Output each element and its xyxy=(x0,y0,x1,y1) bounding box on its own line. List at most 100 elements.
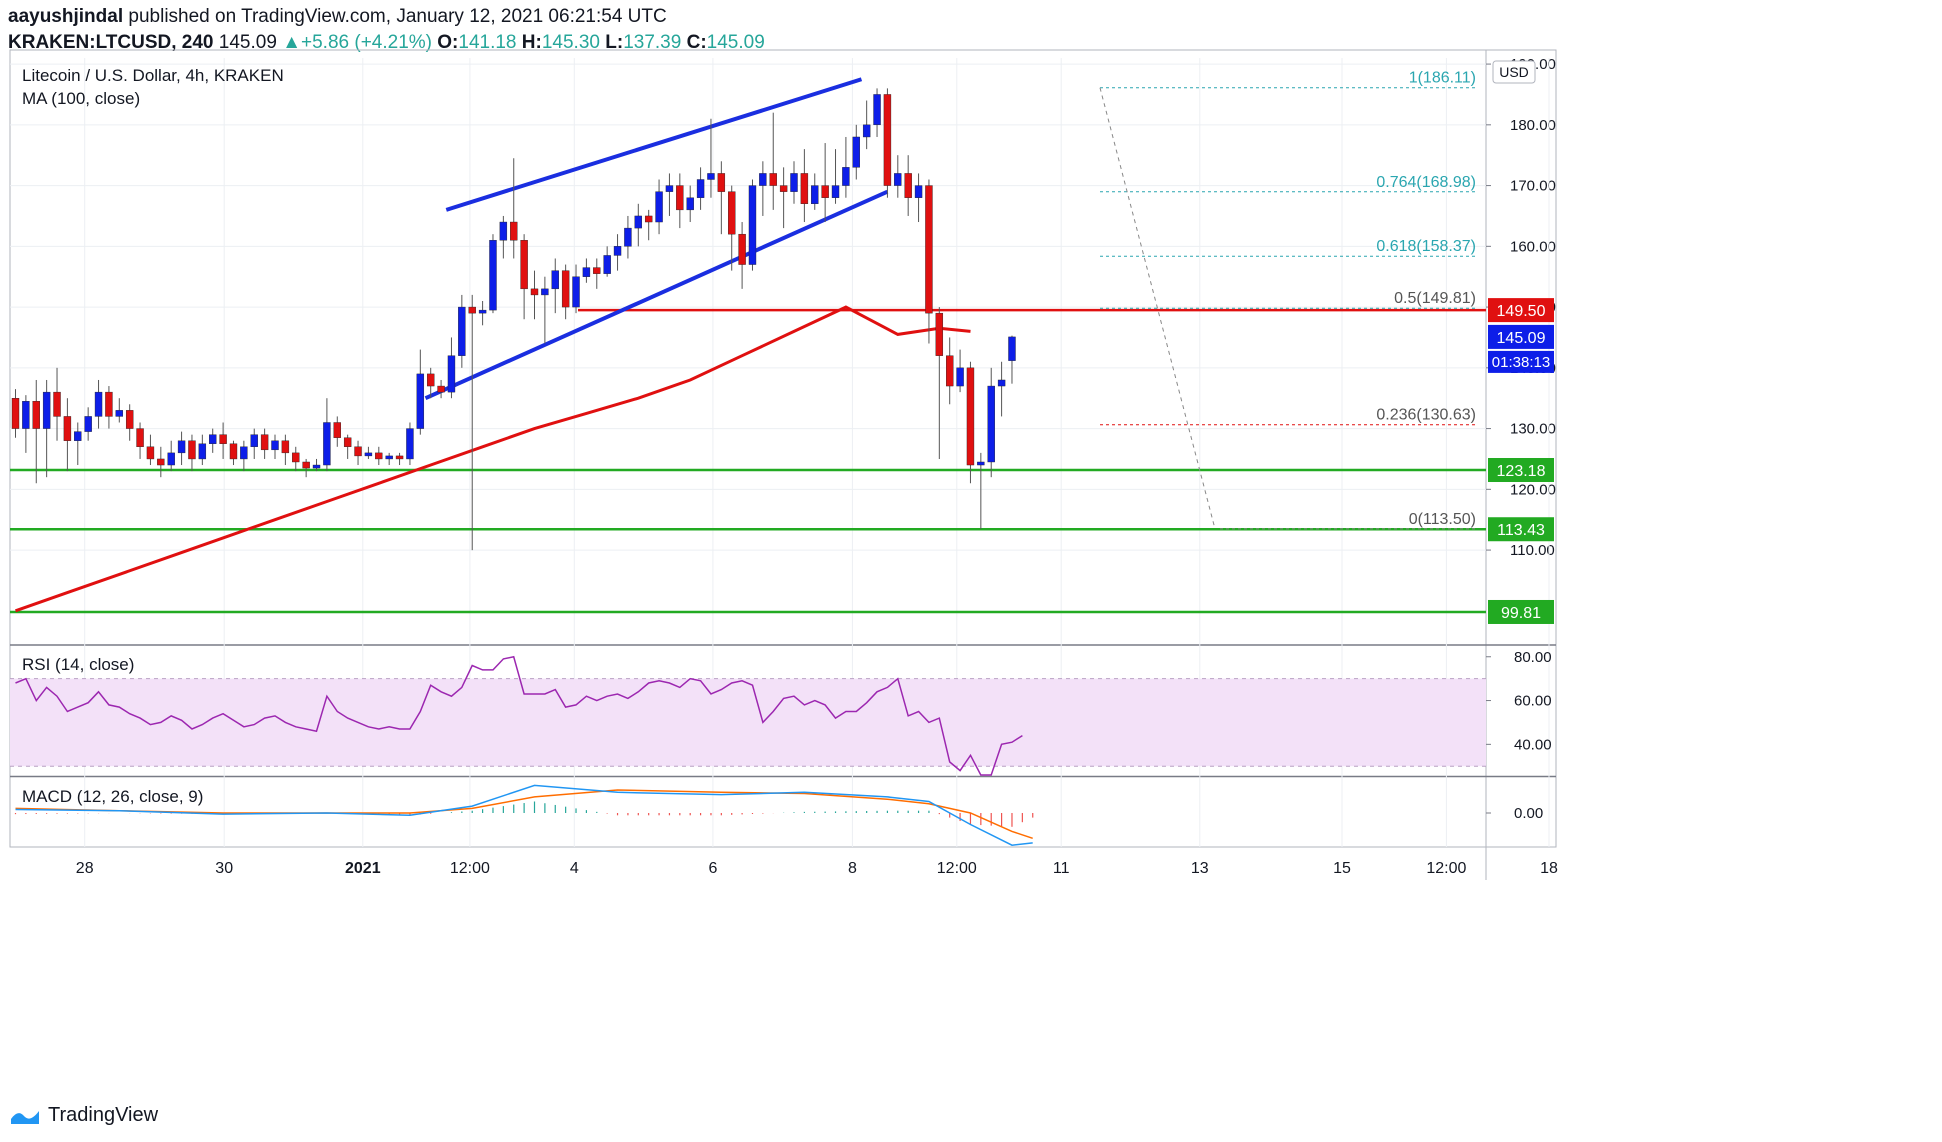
close-label: C: xyxy=(686,32,707,53)
candle-body xyxy=(260,434,269,451)
price-chart[interactable]: 190.00180.00170.00160.00150.00140.00130.… xyxy=(0,0,1942,1100)
x-tick-label: 12:00 xyxy=(450,860,490,877)
candle-body xyxy=(831,185,840,198)
candle-body xyxy=(520,240,528,290)
symbol-label: KRAKEN:LTCUSD, 240 xyxy=(8,32,214,53)
candle-body xyxy=(458,306,466,356)
x-tick-label: 28 xyxy=(76,860,94,877)
candle-body xyxy=(717,173,726,192)
countdown-label: 01:38:13 xyxy=(1492,354,1550,371)
candle-body xyxy=(530,288,539,296)
candle-body xyxy=(946,355,954,387)
candle-body xyxy=(323,422,331,466)
x-tick-label: 11 xyxy=(1053,860,1070,877)
rsi-tick-label: 60.00 xyxy=(1514,693,1552,710)
support-price-label: 99.81 xyxy=(1501,605,1541,622)
candle-body xyxy=(852,136,860,168)
candle-body xyxy=(136,428,144,448)
candle-body xyxy=(759,173,767,186)
support-price-tag xyxy=(1488,517,1554,542)
open-value: 141.18 xyxy=(458,32,517,53)
fib-level-label: 0.618(158.37) xyxy=(1376,238,1476,255)
candle-body xyxy=(499,221,508,241)
ohlc-line: KRAKEN:LTCUSD, 240 145.09 ▲+5.86 (+4.21%… xyxy=(8,32,765,54)
candle-body xyxy=(105,391,113,417)
high-label: H: xyxy=(521,32,542,53)
candle-body xyxy=(489,240,497,311)
candle-body xyxy=(707,173,715,180)
candle-body xyxy=(1008,336,1016,361)
publisher-name: aayushjindal xyxy=(8,6,124,27)
y-tick-label: 180.00 xyxy=(1510,117,1556,134)
candle-body xyxy=(146,446,155,460)
y-tick-label: 160.00 xyxy=(1510,238,1556,255)
fib-level-label: 0.5(149.81) xyxy=(1394,290,1476,307)
candle-body xyxy=(655,191,663,223)
candle-body xyxy=(74,431,82,441)
open-label: O: xyxy=(437,32,459,53)
candle-body xyxy=(935,312,944,356)
support-price-label: 113.43 xyxy=(1497,522,1545,539)
candle-body xyxy=(593,267,601,274)
ma-legend: MA (100, close) xyxy=(22,89,140,108)
candle-body xyxy=(427,373,435,387)
channel-lower-line xyxy=(424,189,889,401)
x-tick-label: 6 xyxy=(708,860,717,877)
candle-body xyxy=(800,173,809,205)
x-tick-label: 4 xyxy=(570,860,579,877)
candle-body xyxy=(686,197,694,211)
last-price-tag xyxy=(1488,324,1554,349)
channel-upper-line xyxy=(445,77,863,212)
candle-body xyxy=(302,461,310,469)
candle-body xyxy=(665,185,674,192)
candle-body xyxy=(842,167,850,186)
candle-body xyxy=(779,185,788,192)
y-tick-label: 170.00 xyxy=(1510,178,1556,195)
candle-body xyxy=(53,391,61,417)
candle-body xyxy=(447,355,456,393)
candle-body xyxy=(354,446,362,457)
candle-body xyxy=(209,434,217,444)
countdown-tag xyxy=(1488,350,1554,373)
candle-body xyxy=(115,410,124,417)
candle-body xyxy=(997,379,1006,387)
candle-body xyxy=(188,440,196,460)
rsi-tick-label: 80.00 xyxy=(1514,649,1552,666)
candle-body xyxy=(437,385,445,393)
price-change: +5.86 (+4.21%) xyxy=(301,32,432,53)
currency-label: USD xyxy=(1499,64,1529,80)
candle-body xyxy=(157,458,165,466)
candle-body xyxy=(811,185,819,204)
y-tick-label: 130.00 xyxy=(1510,421,1556,438)
candle-body xyxy=(624,227,632,247)
x-tick-label: 18 xyxy=(1540,860,1558,877)
macd-tick-label: 0.00 xyxy=(1514,805,1543,822)
resistance-price-tag xyxy=(1488,298,1554,323)
fib-trend-line xyxy=(1099,87,1216,529)
x-tick-label: 13 xyxy=(1191,860,1209,877)
rsi-band xyxy=(10,678,1486,767)
candle-body xyxy=(240,446,248,460)
x-tick-label: 12:00 xyxy=(1426,860,1466,877)
candle-body xyxy=(32,401,40,429)
candle-body xyxy=(873,94,881,126)
candle-body xyxy=(790,173,798,192)
candle-body xyxy=(11,398,20,429)
support-price-tag xyxy=(1488,458,1554,483)
candle-body xyxy=(42,391,51,429)
last-price: 145.09 xyxy=(218,32,277,53)
candle-body xyxy=(478,309,487,314)
candle-body xyxy=(510,221,518,241)
candle-body xyxy=(644,215,653,223)
candle-body xyxy=(987,385,995,463)
resistance-price-label: 149.50 xyxy=(1497,303,1546,320)
candle-body xyxy=(250,434,258,447)
candle-body xyxy=(343,437,352,448)
macd-legend: MACD (12, 26, close, 9) xyxy=(22,787,203,806)
candle-body xyxy=(551,270,559,290)
candle-body xyxy=(416,373,425,429)
high-value: 145.30 xyxy=(541,32,600,53)
candle-body xyxy=(821,185,829,198)
candle-body xyxy=(582,267,591,277)
candle-body xyxy=(738,233,746,265)
